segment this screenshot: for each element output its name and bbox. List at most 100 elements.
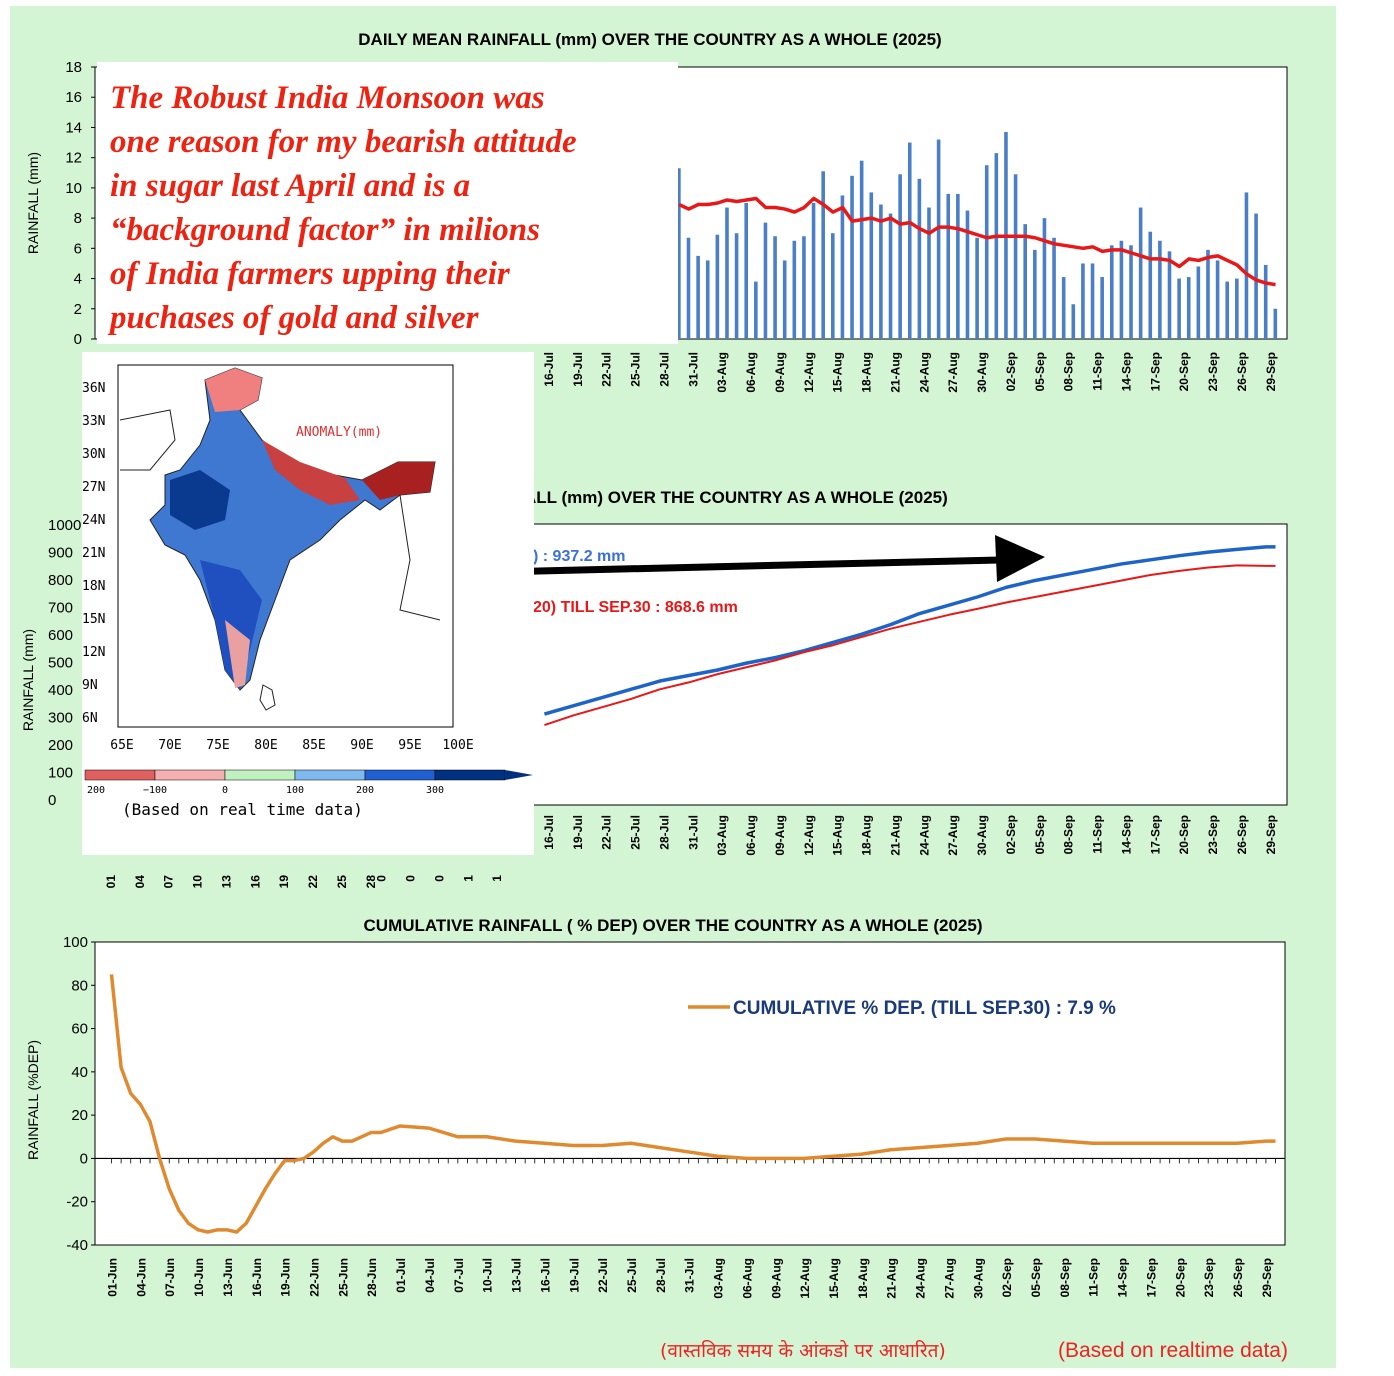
- chart2-x-tick-label: 21-Aug: [888, 815, 902, 856]
- chart3-x-tick-label: 07-Jun: [163, 1258, 177, 1297]
- chart1-bar: [917, 178, 922, 339]
- chart2-y-tick-label: 600: [48, 627, 73, 644]
- chart3-x-tick-label: 06-Aug: [740, 1258, 754, 1299]
- chart1-x-tick-label: 02-Sep: [1004, 352, 1018, 391]
- map-lat-label: 18N: [82, 579, 105, 594]
- chart1-bar: [1129, 245, 1133, 339]
- chart1-x-tick-label: 16-Jul: [542, 352, 556, 387]
- chart3-x-tick-label: 05-Sep: [1029, 1258, 1043, 1297]
- map-scale-swatch: [84, 769, 156, 781]
- chart1-bar: [1215, 260, 1220, 339]
- chart1-y-tick-label: 10: [65, 180, 82, 197]
- chart1-y-tick-label: 18: [65, 59, 82, 76]
- chart2-x-tick-label: 18-Aug: [860, 815, 874, 856]
- chart1-x-tick-label: 08-Sep: [1062, 352, 1076, 391]
- chart1-bar: [879, 204, 883, 339]
- map-scale-swatch: [434, 769, 506, 781]
- chart2-x-tick-label: 16-Jul: [542, 815, 556, 850]
- map-border-west: [119, 409, 176, 471]
- chart2-x-tick-label: 26-Sep: [1235, 815, 1249, 854]
- chart3-y-tick-label: -40: [66, 1237, 88, 1254]
- chart1-x-tick-label: 11-Sep: [1091, 352, 1105, 391]
- chart1-x-tick-label: 05-Sep: [1033, 352, 1047, 391]
- map-north-anomaly: [205, 368, 262, 412]
- chart1-bar: [1273, 308, 1278, 339]
- chart1-bar: [927, 207, 931, 339]
- chart1-x-tick-label: 19-Jul: [571, 352, 585, 387]
- chart1-y-tick-label: 16: [65, 89, 82, 106]
- chart1-x-tick-label: 15-Aug: [831, 352, 845, 393]
- chart1-x-tick-label: 25-Jul: [629, 352, 643, 387]
- chart1-y-tick-label: 12: [65, 150, 82, 167]
- chart1-bar: [677, 168, 681, 339]
- map-northeast-anomaly: [362, 462, 435, 500]
- chart3-x-tick-label: 10-Jul: [481, 1258, 495, 1293]
- chart3-y-tick-label: 20: [71, 1107, 88, 1124]
- chart3-x-tick-label: 15-Aug: [827, 1258, 841, 1299]
- chart2-y-tick-label: 200: [48, 737, 73, 754]
- chart1-title: DAILY MEAN RAINFALL (mm) OVER THE COUNTR…: [358, 30, 941, 49]
- chart2-partial-x-tick-label: 16: [248, 875, 262, 889]
- chart2-partial-x-tick-label: 0: [432, 875, 446, 882]
- chart2-x-tick-label: 23-Sep: [1206, 815, 1220, 854]
- chart3-x-tick-label: 22-Jul: [596, 1258, 610, 1293]
- annotation-text-line: in sugar last April and is a: [110, 168, 470, 204]
- chart1-bar: [975, 237, 979, 339]
- chart2-x-tick-label: 22-Jul: [600, 815, 614, 850]
- chart1-bar: [1177, 278, 1181, 339]
- chart2-y-tick-label: 100: [48, 765, 73, 782]
- map-lat-label: 36N: [82, 381, 105, 396]
- map-scale-label: 0: [222, 785, 228, 796]
- chart1-x-tick-label: 09-Aug: [773, 352, 787, 393]
- chart1-x-tick-label: 28-Jul: [657, 352, 671, 387]
- chart2-partial-x-tick-label: 04: [133, 875, 147, 889]
- chart3-x-tick-label: 26-Sep: [1231, 1258, 1245, 1297]
- chart1-bar: [754, 281, 758, 339]
- chart2-x-tick-label: 08-Sep: [1062, 815, 1076, 854]
- chart2-partial-x-tick-label: 13: [219, 875, 233, 889]
- chart2-partial-x-tick-label: 19: [277, 875, 291, 889]
- chart1-x-tick-label: 27-Aug: [946, 352, 960, 393]
- arrow-head: [995, 535, 1045, 582]
- map-scale-label: −100: [143, 785, 167, 796]
- chart1-bar: [898, 174, 902, 339]
- chart3-x-tick-label: 01-Jul: [394, 1258, 408, 1293]
- chart2-x-tick-label: 19-Jul: [571, 815, 585, 850]
- annotation-text-line: puchases of gold and silver: [107, 300, 480, 336]
- map-scale-label: 100: [286, 785, 304, 796]
- chart1-bar: [831, 233, 835, 339]
- map-lon-label: 80E: [254, 738, 277, 753]
- chart3-x-tick-label: 04-Jul: [423, 1258, 437, 1293]
- map-lon-label: 65E: [110, 738, 133, 753]
- chart1-bar: [1148, 231, 1153, 339]
- chart1-y-tick-label: 14: [65, 119, 82, 136]
- chart1-bar: [1061, 277, 1066, 339]
- chart1-bar: [1158, 240, 1162, 339]
- chart3-x-tick-label: 23-Sep: [1202, 1258, 1216, 1297]
- chart2-y-tick-label: 1000: [48, 517, 81, 534]
- chart1-bar: [773, 236, 777, 339]
- chart3-x-tick-label: 21-Aug: [885, 1258, 899, 1299]
- map-scale-swatch: [364, 769, 436, 781]
- chart2-y-tick-label: 700: [48, 600, 73, 617]
- chart2-partial-x-tick-label: 28: [364, 875, 378, 889]
- chart3-y-tick-label: 40: [71, 1064, 88, 1081]
- chart1-bar: [734, 233, 739, 339]
- chart1-bar: [696, 255, 700, 339]
- chart3-x-tick-label: 17-Sep: [1144, 1258, 1158, 1297]
- chart2-x-tick-label: 06-Aug: [744, 815, 758, 856]
- map-tip-anomaly: [225, 620, 250, 688]
- chart1-bar: [1263, 264, 1268, 339]
- chart3-x-tick-label: 03-Aug: [712, 1258, 726, 1299]
- chart3-x-tick-label: 24-Aug: [914, 1258, 928, 1299]
- chart3-x-tick-label: 19-Jun: [279, 1258, 293, 1297]
- chart2-x-tick-label: 02-Sep: [1004, 815, 1018, 854]
- chart2-x-tick-label: 28-Jul: [657, 815, 671, 850]
- chart2-partial-x-tick-label: 25: [335, 875, 349, 889]
- map-lon-label: 85E: [302, 738, 325, 753]
- chart3-x-tick-label: 12-Aug: [798, 1258, 812, 1299]
- chart2-normal-line: [544, 564, 1276, 727]
- chart1-bar: [1033, 249, 1037, 339]
- chart2-x-tick-label: 30-Aug: [975, 815, 989, 856]
